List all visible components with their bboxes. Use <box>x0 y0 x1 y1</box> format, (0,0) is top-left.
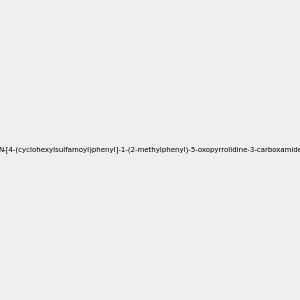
Text: N-[4-(cyclohexylsulfamoyl)phenyl]-1-(2-methylphenyl)-5-oxopyrrolidine-3-carboxam: N-[4-(cyclohexylsulfamoyl)phenyl]-1-(2-m… <box>0 147 300 153</box>
